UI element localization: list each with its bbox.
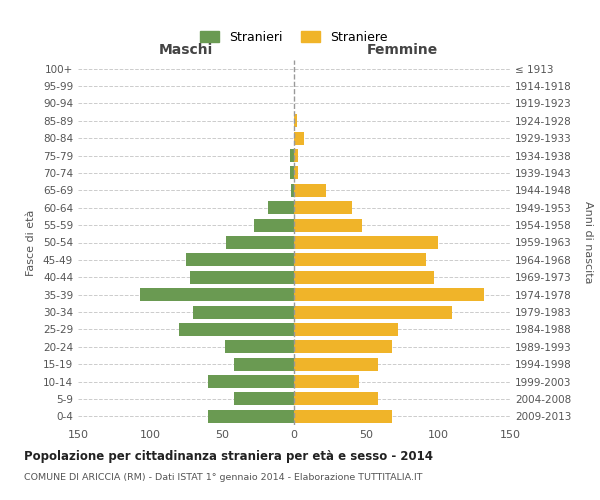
Bar <box>190 270 294 284</box>
Legend: Stranieri, Straniere: Stranieri, Straniere <box>196 26 392 49</box>
Text: Femmine: Femmine <box>367 42 437 56</box>
Bar <box>294 392 377 406</box>
Bar <box>294 410 392 423</box>
Bar <box>186 254 294 266</box>
Bar <box>233 392 294 406</box>
Bar <box>268 201 294 214</box>
Bar <box>294 114 297 128</box>
Bar <box>179 323 294 336</box>
Bar <box>294 254 427 266</box>
Bar <box>294 149 298 162</box>
Bar <box>294 201 352 214</box>
Bar <box>294 375 359 388</box>
Bar <box>226 236 294 249</box>
Bar <box>294 184 326 197</box>
Bar <box>294 218 362 232</box>
Text: Maschi: Maschi <box>159 42 213 56</box>
Bar <box>294 236 438 249</box>
Bar <box>294 340 392 353</box>
Bar <box>254 218 294 232</box>
Bar <box>294 270 434 284</box>
Bar <box>290 149 294 162</box>
Bar <box>294 306 452 318</box>
Bar <box>291 184 294 197</box>
Bar <box>208 410 294 423</box>
Bar <box>294 166 298 179</box>
Bar <box>294 323 398 336</box>
Y-axis label: Fasce di età: Fasce di età <box>26 210 36 276</box>
Bar <box>193 306 294 318</box>
Bar <box>208 375 294 388</box>
Bar <box>294 288 484 301</box>
Bar <box>225 340 294 353</box>
Bar <box>290 166 294 179</box>
Bar <box>233 358 294 370</box>
Text: Popolazione per cittadinanza straniera per età e sesso - 2014: Popolazione per cittadinanza straniera p… <box>24 450 433 463</box>
Bar <box>140 288 294 301</box>
Bar <box>294 132 304 144</box>
Text: COMUNE DI ARICCIA (RM) - Dati ISTAT 1° gennaio 2014 - Elaborazione TUTTITALIA.IT: COMUNE DI ARICCIA (RM) - Dati ISTAT 1° g… <box>24 472 422 482</box>
Y-axis label: Anni di nascita: Anni di nascita <box>583 201 593 284</box>
Bar <box>294 358 377 370</box>
